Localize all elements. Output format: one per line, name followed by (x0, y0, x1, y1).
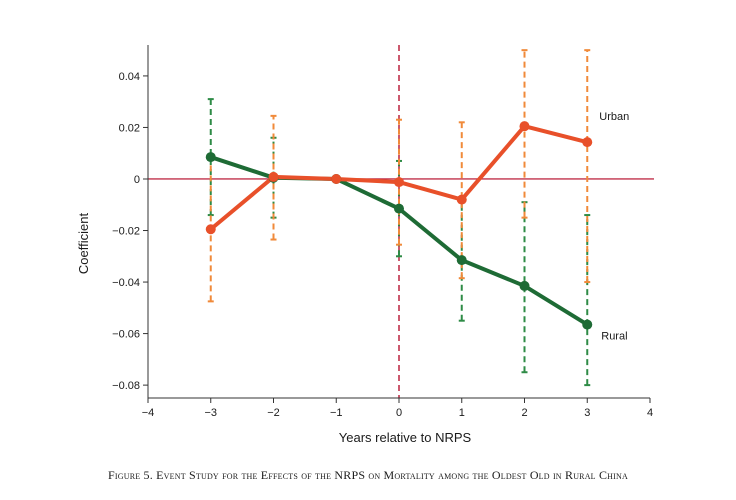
y-tick-label: 0.04 (119, 71, 140, 83)
x-tick-label: −4 (142, 407, 155, 419)
urban-data-point (205, 224, 216, 235)
urban-data-point (582, 137, 593, 148)
urban-data-point (394, 177, 404, 188)
series-labels: Rural Urban (599, 111, 629, 342)
y-axis-title: Coefficient (76, 213, 91, 275)
x-tick-label: −2 (267, 407, 280, 419)
y-tick-label: −0.04 (112, 277, 140, 289)
x-tick-label: 0 (396, 407, 402, 419)
rural-data-point (456, 255, 467, 266)
x-tick-label: −3 (204, 407, 217, 419)
urban-series-label: Urban (599, 111, 629, 123)
y-tick-label: −0.08 (112, 380, 140, 392)
x-tick-label: 4 (647, 407, 653, 419)
x-tick-label: −1 (330, 407, 343, 419)
rural-series-label: Rural (601, 331, 627, 343)
figure-caption: Figure 5. Event Study for the Effects of… (108, 468, 628, 482)
rural-data-point (394, 203, 404, 214)
y-tick-label: 0 (134, 174, 140, 186)
axes: −0.08 −0.06 −0.04 −0.02 0 0.02 0.04 −4 −3 −2 −1 0 1 2… (76, 45, 653, 445)
y-tick-label: 0.02 (119, 122, 140, 134)
urban-data-point (456, 194, 467, 205)
y-tick-label: −0.02 (112, 226, 140, 238)
urban-data-point (331, 173, 342, 184)
rural-data-point (519, 280, 530, 291)
x-tick-label: 3 (584, 407, 590, 419)
x-tick-label: 2 (521, 407, 527, 419)
x-axis-title: Years relative to NRPS (339, 430, 472, 445)
rural-data-point (582, 319, 593, 330)
rural-data-point (205, 152, 216, 163)
x-tick-label: 1 (459, 407, 465, 419)
reference-lines (148, 45, 654, 398)
urban-data-point (268, 171, 279, 182)
y-tick-label: −0.06 (112, 329, 140, 341)
urban-data-point (519, 121, 530, 132)
series-points (205, 121, 593, 330)
